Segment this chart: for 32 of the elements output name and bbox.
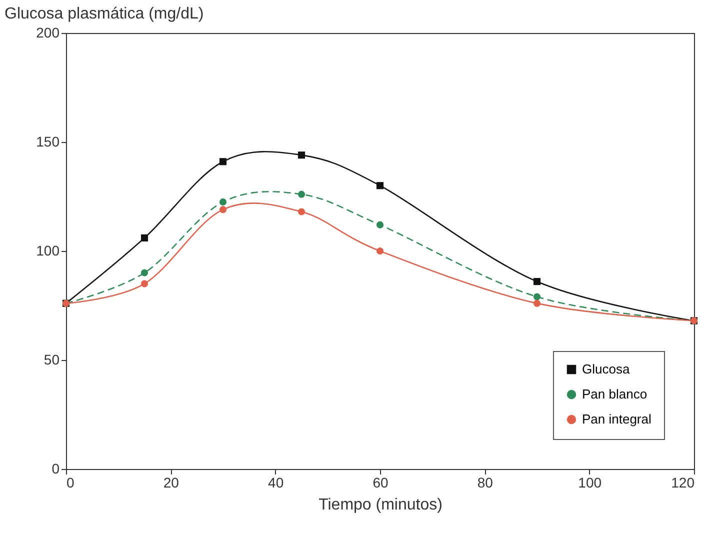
point	[298, 190, 306, 198]
y-tick-label: 50	[44, 352, 60, 368]
y-axis-title: Glucosa plasmática (mg/dL)	[4, 6, 204, 22]
y-tick-label: 100	[36, 242, 60, 258]
y-tick-label: 200	[36, 24, 60, 40]
point	[533, 278, 541, 286]
legend-label: Pan blanco	[582, 386, 648, 402]
x-tick-label: 120	[671, 474, 695, 490]
point	[376, 182, 384, 190]
y-tick-label: 150	[36, 134, 60, 150]
point	[376, 247, 384, 255]
point	[140, 269, 148, 276]
point	[376, 221, 384, 228]
point	[533, 300, 541, 307]
point	[219, 158, 227, 166]
legend-label: Glucosa	[582, 362, 630, 376]
point	[298, 208, 306, 216]
point	[219, 206, 227, 214]
x-tick-label: 80	[477, 474, 494, 490]
x-tick-label: 100	[578, 474, 602, 490]
x-tick-label: 60	[372, 474, 388, 490]
x-tick-label: 0	[66, 474, 74, 490]
point	[219, 198, 227, 206]
point	[140, 280, 148, 288]
y-tick-label: 0	[52, 460, 60, 476]
legend-label: Pan integral	[582, 412, 652, 426]
point	[298, 152, 306, 159]
point	[140, 234, 148, 242]
x-axis-title: Tiempo (minutos)	[318, 496, 442, 514]
x-tick-label: 20	[163, 474, 180, 490]
x-tick-label: 40	[268, 474, 284, 490]
point	[533, 293, 541, 300]
